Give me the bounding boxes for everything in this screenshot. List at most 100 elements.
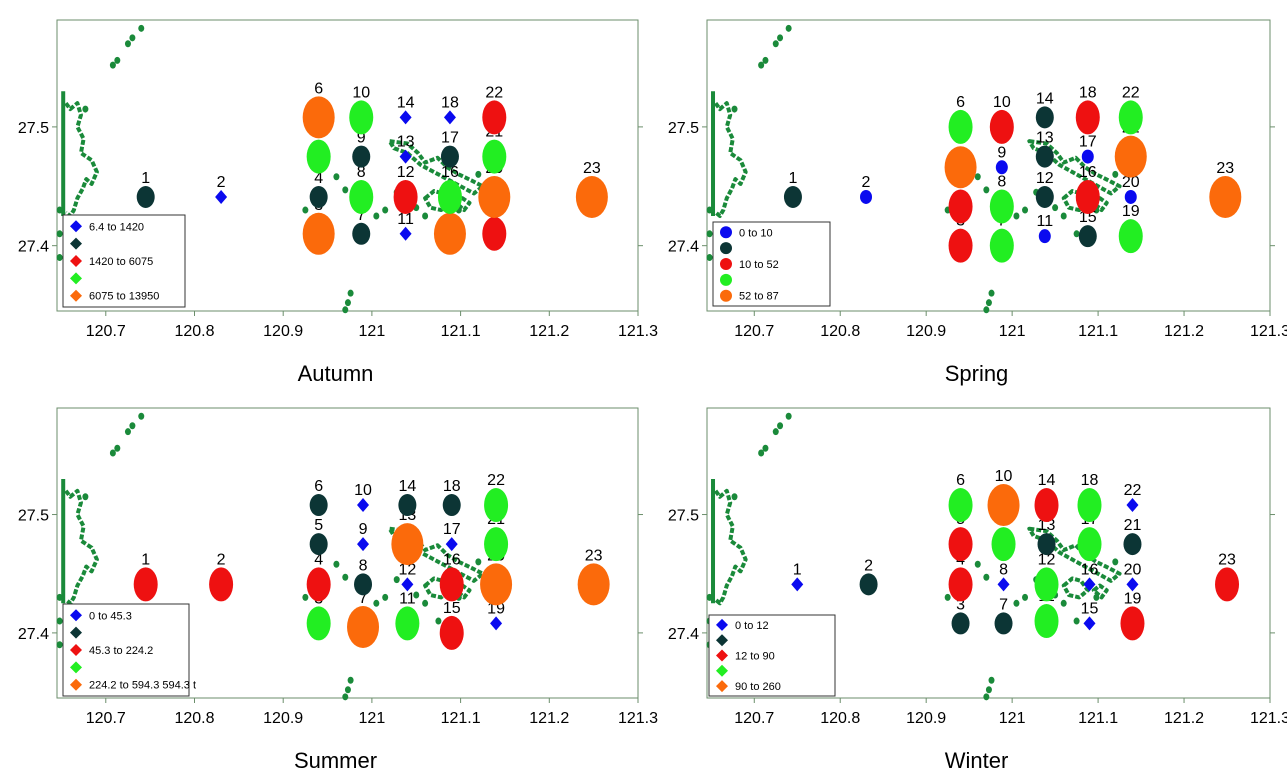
legend-symbol [70,644,82,656]
islet [985,686,992,694]
y-tick-label: 27.5 [668,508,699,525]
station-label: 5 [314,517,323,534]
station-marker [1209,175,1242,218]
station-label: 23 [1216,160,1234,177]
legend-symbol [70,626,82,639]
islet [772,428,779,436]
x-tick-label: 121 [999,710,1026,727]
islet [138,24,145,32]
station-label: 19 [487,600,505,617]
station-marker [399,110,412,125]
legend-symbol [720,242,732,255]
station-marker [309,185,328,208]
station-marker [1034,604,1059,639]
x-tick-label: 121.3 [618,710,658,727]
station-marker [994,612,1013,635]
legend-label: 0 to 12 [735,620,769,632]
x-tick-label: 121 [359,323,386,340]
station-label: 12 [398,561,416,578]
islet [138,412,145,420]
x-tick-label: 121.2 [1164,710,1204,727]
islet [56,617,63,625]
legend-label: 224.2 to 594.3 594.3 t [89,680,196,692]
station-label: 1 [789,170,798,187]
islet [772,40,779,48]
islet [114,444,121,452]
islet [129,34,136,42]
station-marker [1081,149,1094,164]
islet [475,170,482,178]
islet [983,693,990,701]
legend-label: 1420 to 6075 [89,256,153,268]
station-marker [1083,616,1096,631]
station-marker [309,494,328,517]
station-marker [437,179,462,214]
station-label: 10 [995,468,1013,485]
islet [731,493,738,501]
islet [706,254,713,262]
y-tick-label: 27.4 [668,626,699,643]
islet [422,599,429,607]
legend-symbol [70,661,82,674]
legend-symbol [70,255,82,267]
station-marker [306,567,331,602]
islet [1112,558,1119,566]
station-label: 7 [359,590,368,607]
legend-label: 0 to 10 [739,227,773,239]
station-label: 18 [443,478,461,495]
legend-label: 45.3 to 224.2 [89,645,153,657]
islet [302,593,309,601]
x-tick-label: 121.1 [1078,323,1118,340]
station-marker [951,612,970,635]
station-marker [439,615,464,650]
station-label: 13 [397,134,415,151]
mainland-coastline [713,101,748,218]
station-marker [349,100,374,135]
station-label: 7 [357,207,366,224]
station-label: 2 [864,557,873,574]
station-marker [1078,225,1097,248]
station-marker [401,577,414,592]
mainland-coastline [713,488,748,606]
station-label: 14 [398,478,416,495]
island-coastline [1061,576,1090,600]
islet [1022,206,1029,214]
islet [785,412,792,420]
islet [124,428,131,436]
station-marker [1126,498,1139,513]
islet [983,186,990,194]
x-tick-label: 121.2 [529,323,569,340]
islet [342,573,349,581]
station-marker [987,484,1020,527]
station-label: 7 [999,596,1008,613]
islet [1013,212,1020,220]
station-marker [439,567,464,602]
x-tick-label: 121.1 [441,710,481,727]
x-tick-label: 120.9 [906,710,946,727]
x-tick-label: 121.1 [441,323,481,340]
station-marker [398,494,417,517]
station-marker [577,563,610,606]
station-label: 6 [956,472,965,489]
station-marker [1124,189,1137,204]
legend: 0 to 12 12 to 90 90 to 260 [708,614,836,697]
map-panel-summer: 120.7 120.8 120.9 121 121.1 121.2 121.327.427.… [18,407,658,771]
island-coastline [1091,196,1109,213]
station-label: 12 [1038,551,1056,568]
islet [974,560,981,568]
station-marker [1126,577,1139,592]
x-tick-label: 120.7 [734,710,774,727]
x-tick-label: 120.9 [906,323,946,340]
station-label: 4 [314,551,323,568]
station-marker [1075,100,1100,135]
station-marker [306,606,331,641]
station-marker [1035,145,1054,168]
islet [342,693,349,701]
legend: 0 to 45.3 45.3 to 224.2 224.2 to 594.3 594… [62,603,196,697]
station-marker [442,494,461,517]
station-marker [215,189,228,204]
islet [342,306,349,314]
x-tick-label: 120.8 [820,710,860,727]
station-label: 18 [1081,472,1099,489]
station-marker [482,100,507,135]
